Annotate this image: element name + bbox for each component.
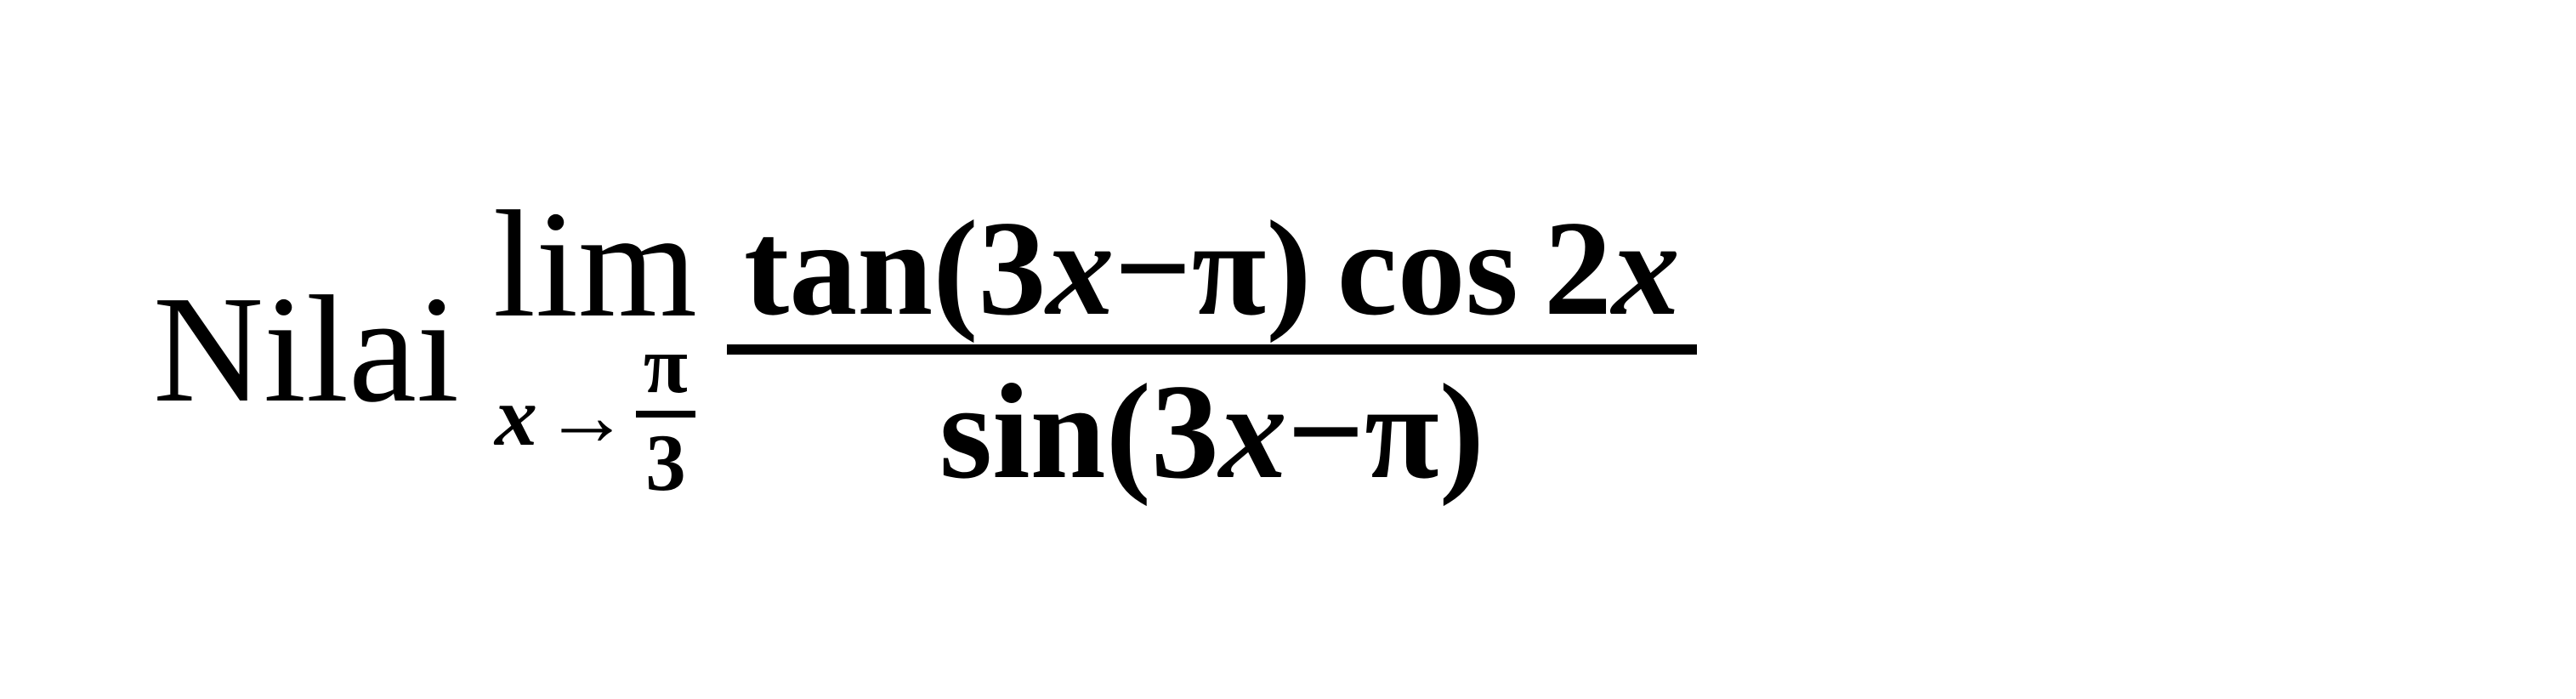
var-x: x	[1219, 363, 1287, 499]
close-paren: )	[1439, 363, 1484, 499]
open-paren: (	[1106, 363, 1151, 499]
numerator: tan ( 3 x − π ) cos 2 x	[727, 191, 1697, 344]
var-x: x	[1612, 200, 1680, 336]
pi-symbol: π	[1365, 363, 1439, 499]
limit-approach-numerator: π	[644, 325, 688, 406]
pi-symbol: π	[1192, 200, 1267, 336]
limit-approach-fraction: π 3	[636, 325, 695, 503]
denominator: sin ( 3 x − π )	[922, 355, 1501, 508]
limit-arrow: →	[544, 374, 629, 459]
minus-op: −	[1115, 200, 1192, 336]
coef-3: 3	[979, 200, 1047, 336]
var-x: x	[1047, 200, 1115, 336]
limit-approach-denominator: 3	[645, 423, 686, 503]
limit-label: lim	[493, 196, 697, 333]
prefix-text: Nilai	[153, 273, 459, 426]
fraction-bar	[727, 344, 1697, 355]
open-paren: (	[933, 200, 978, 336]
fn-sin: sin	[939, 363, 1106, 499]
minus-op: −	[1287, 363, 1365, 499]
limit-approach-bar	[636, 411, 695, 418]
limit-operator: lim x → π 3	[493, 196, 697, 503]
close-paren: )	[1266, 200, 1311, 336]
coef-2: 2	[1544, 200, 1612, 336]
limit-variable: x	[495, 374, 537, 459]
fn-tan: tan	[744, 200, 933, 336]
main-fraction: tan ( 3 x − π ) cos 2 x sin ( 3 x − π )	[727, 191, 1697, 508]
limit-subscript: x → π 3	[495, 329, 695, 503]
math-expression: Nilai lim x → π 3 tan ( 3 x − π ) cos 2 …	[153, 191, 1697, 508]
coef-3: 3	[1151, 363, 1219, 499]
fn-cos: cos	[1337, 200, 1518, 336]
